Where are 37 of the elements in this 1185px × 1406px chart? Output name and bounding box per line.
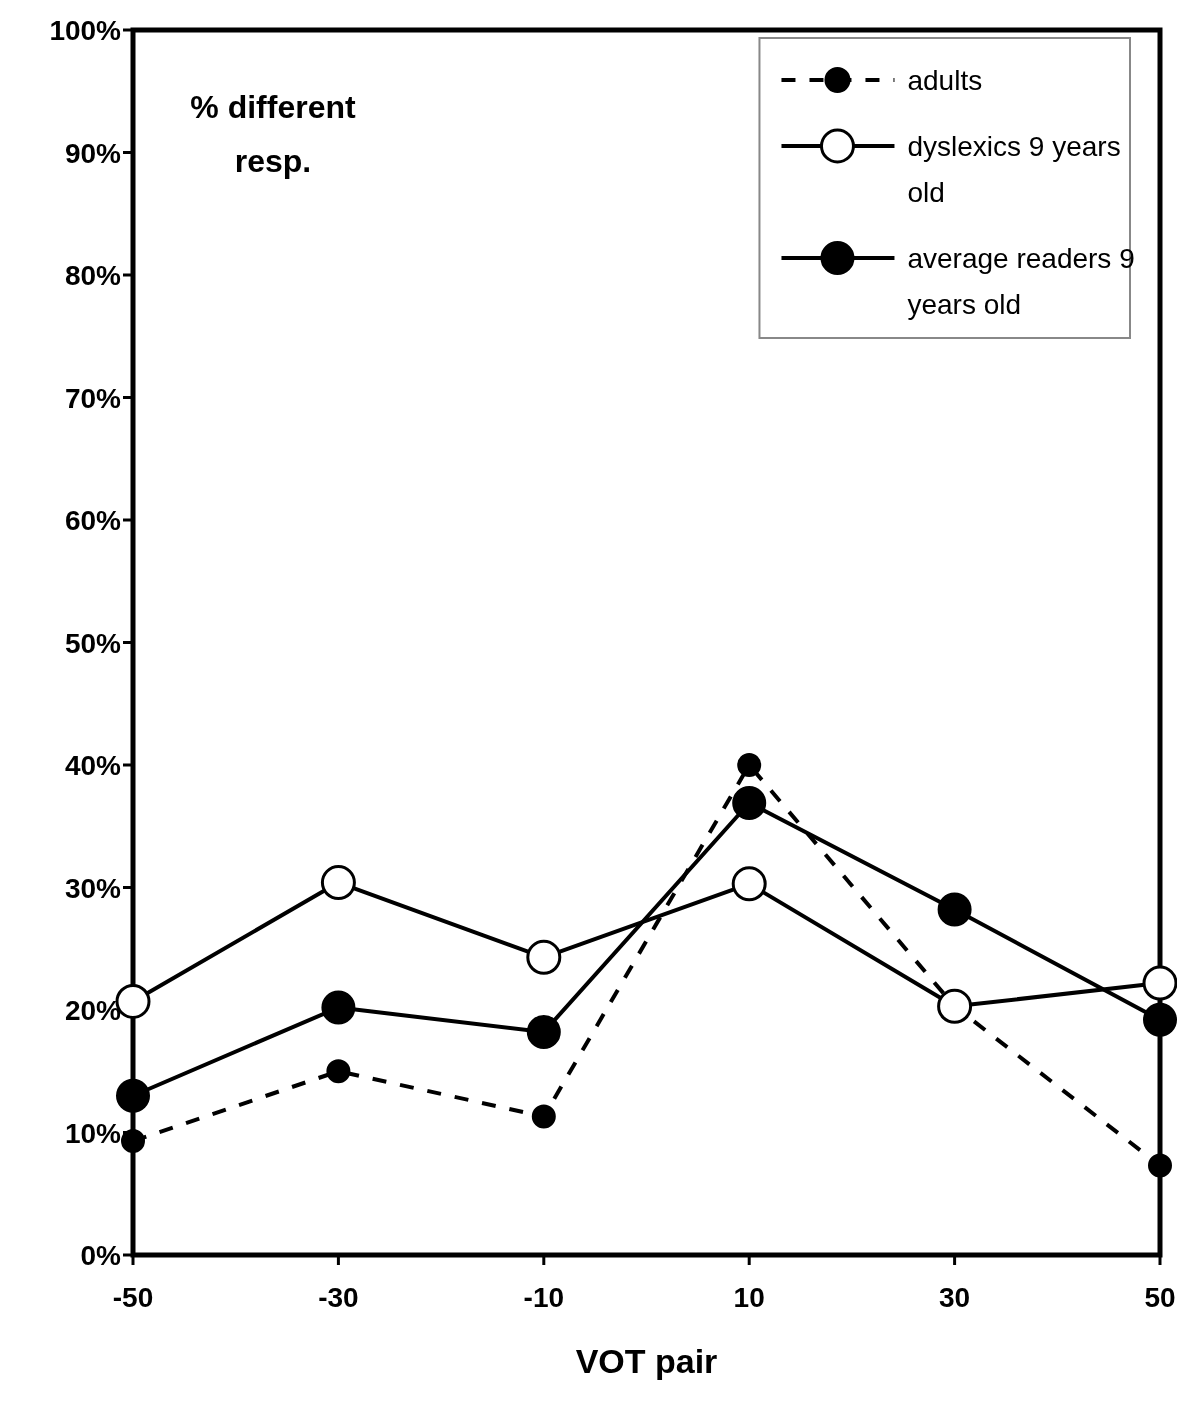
y-axis-title: % different resp. — [190, 89, 357, 179]
y-tick-label: 0% — [80, 1240, 122, 1271]
x-tick-label: -30 — [318, 1282, 359, 1313]
y-tick-label: 100% — [49, 15, 122, 46]
point — [320, 865, 356, 901]
point — [526, 1015, 561, 1050]
x-tick-label: -10 — [523, 1282, 565, 1313]
y-tick-label: 60% — [64, 505, 122, 536]
point — [121, 1129, 145, 1154]
y-tick-label: 30% — [64, 872, 122, 904]
legend-label: dyslexics 9 years old — [907, 131, 1121, 208]
x-tick-label: -50 — [112, 1282, 154, 1313]
point — [731, 866, 767, 902]
point — [526, 939, 562, 975]
y-tick-label: 80% — [64, 260, 122, 291]
point — [1148, 1153, 1172, 1178]
point — [737, 753, 762, 777]
point — [732, 785, 767, 820]
y-tick-label: 90% — [64, 137, 122, 169]
point — [531, 1104, 556, 1129]
y-tick-label: 70% — [64, 382, 122, 414]
legend-label: average readers 9 years old — [907, 243, 1135, 320]
x-tick-label: 10 — [733, 1282, 765, 1313]
y-tick-label: 40% — [64, 750, 122, 781]
y-tick-label: 10% — [64, 1117, 122, 1149]
legend-label: adults — [907, 65, 983, 96]
point — [937, 892, 972, 927]
point — [116, 1078, 150, 1113]
point — [321, 990, 356, 1025]
x-tick-label: 50 — [1144, 1282, 1176, 1313]
y-tick-label: 20% — [64, 995, 122, 1026]
point — [326, 1059, 351, 1084]
point — [1142, 965, 1177, 1001]
point — [1143, 1002, 1177, 1037]
y-tick-label: 50% — [64, 627, 122, 659]
x-tick-label: 30 — [939, 1282, 971, 1313]
x-axis-title: VOT pair — [575, 1342, 718, 1380]
